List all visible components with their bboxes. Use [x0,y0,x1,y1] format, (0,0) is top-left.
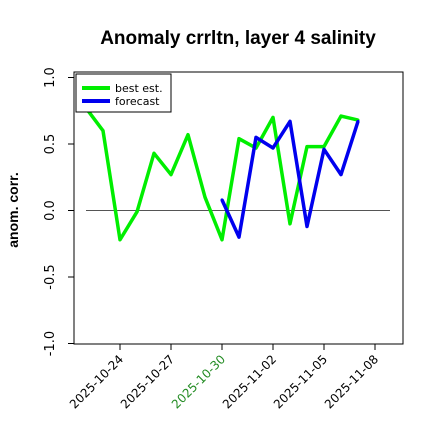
x-tick-label: 2025-11-08 [322,352,381,411]
y-axis: -1.0 -0.5 0.0 0.5 1.0 [43,67,74,356]
x-tick-label: 2025-11-05 [271,352,330,411]
legend: best est. forecast [75,73,172,113]
data-point-best-est [271,115,275,119]
y-axis-label: anom. corr. [5,172,21,247]
legend-label-best-est: best est. [115,82,163,95]
data-point-forecast [237,235,241,239]
data-point-forecast [305,224,309,228]
y-tick-label: 0.5 [43,134,58,155]
y-tick-label: -0.5 [43,264,58,289]
data-point-best-est [169,173,173,177]
data-point-best-est [237,137,241,141]
y-tick-label: -1.0 [43,331,58,356]
data-point-best-est [186,133,190,137]
data-point-best-est [135,210,139,214]
data-point-best-est [322,145,326,149]
plot-frame [73,71,404,345]
data-point-forecast [356,119,360,123]
data-point-best-est [305,145,309,149]
data-point-forecast [254,135,258,139]
data-point-best-est [152,151,156,155]
data-point-best-est [118,238,122,242]
data-point-forecast [220,198,224,202]
data-point-best-est [288,222,292,226]
data-point-forecast [339,173,343,177]
data-point-best-est [220,238,224,242]
x-tick-label: 2025-10-30 [169,352,228,411]
x-axis: 2025-10-242025-10-272025-10-302025-11-02… [67,344,381,411]
x-tick-label: 2025-11-02 [220,352,279,411]
data-point-forecast [271,146,275,150]
legend-label-forecast: forecast [115,95,160,108]
plot-area [84,106,390,242]
data-point-forecast [322,147,326,151]
y-tick-label: 1.0 [43,67,58,88]
y-tick-label: 0.0 [43,200,58,221]
data-point-best-est [339,114,343,118]
chart-title: Anomaly crrltn, layer 4 salinity [100,28,376,49]
data-point-best-est [101,129,105,133]
x-tick-label: 2025-10-24 [67,352,126,411]
x-tick-label: 2025-10-27 [118,352,177,411]
data-point-best-est [203,195,207,199]
legend-box [75,73,172,113]
data-point-forecast [288,119,292,123]
